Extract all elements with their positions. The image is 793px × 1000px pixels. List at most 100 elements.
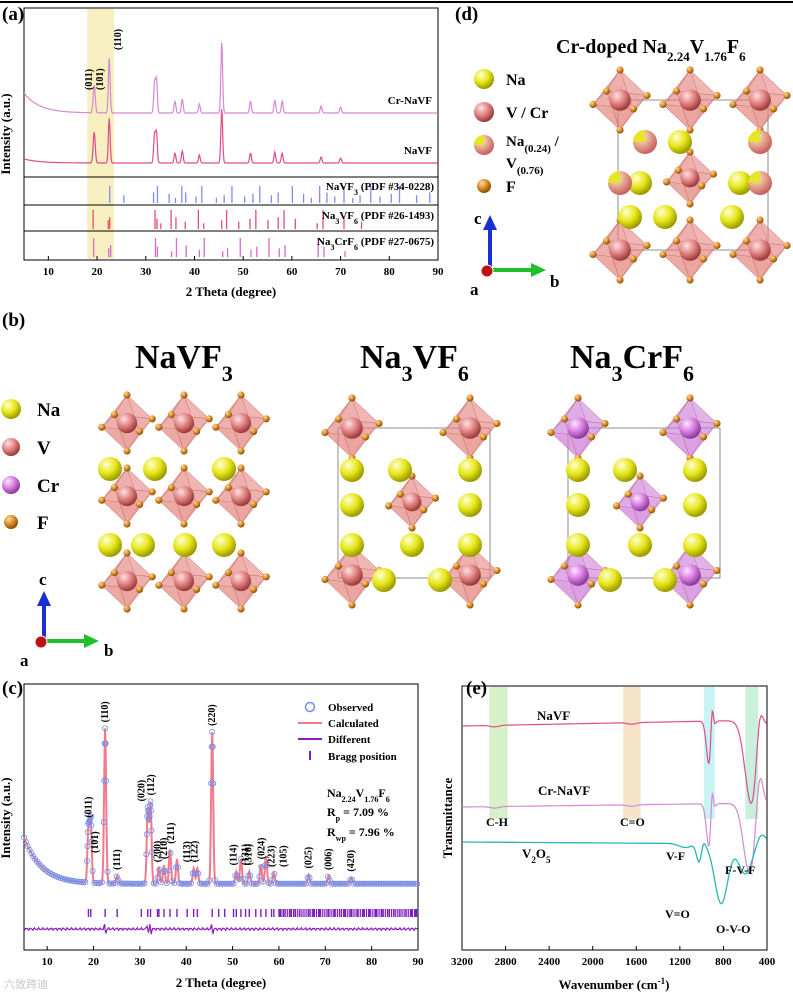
- refined-formula: Na2.24V1.76F6: [327, 786, 390, 804]
- f-atom: [629, 105, 638, 113]
- x-tick-label: 400: [759, 956, 776, 968]
- observed-point: [115, 877, 122, 884]
- f-atom: [123, 520, 131, 528]
- panel-c-x-ticks: 10 20 30 40 50 60 70 80 90: [42, 946, 424, 968]
- metal-atom: [173, 485, 195, 507]
- f-atom: [237, 391, 245, 399]
- f-atom: [250, 585, 258, 594]
- f-atom: [686, 200, 694, 208]
- f-atom: [466, 394, 474, 402]
- f-atom: [98, 581, 106, 589]
- observed-point: [37, 862, 44, 869]
- axis-a-dot: [480, 264, 494, 278]
- f-atom: [452, 415, 461, 423]
- series-difference: [23, 924, 418, 936]
- panel-b-label: (b): [2, 310, 25, 331]
- observed-point: [143, 851, 150, 858]
- observed-point: [28, 850, 35, 857]
- f-atom: [547, 575, 555, 584]
- observed-point: [147, 798, 154, 805]
- metal-atom: [341, 564, 363, 586]
- f-atom: [334, 415, 343, 423]
- f-atom: [713, 419, 721, 428]
- x-tick-label: 40: [181, 956, 193, 968]
- panel-e: (e) 3200 2800 2400 2000 1600 1200 800 400 Trans…: [440, 678, 776, 992]
- observed-point: [88, 838, 95, 845]
- panel-d-axes: c a b: [470, 209, 559, 299]
- metal-atom: [230, 485, 252, 507]
- legend-v-cr-atom: [474, 102, 494, 122]
- hkl-label: (024): [256, 838, 267, 860]
- observed-point: [184, 880, 191, 887]
- axis-b-a-dot: [34, 635, 48, 649]
- x-tick-label: 70: [320, 956, 332, 968]
- observed-point: [325, 873, 332, 880]
- axis-b-c-label: c: [39, 570, 47, 589]
- f-atom: [479, 580, 488, 588]
- hkl-label: (211): [166, 823, 177, 844]
- hkl-label: (101): [90, 831, 101, 853]
- f-atom: [155, 581, 163, 589]
- peak-label-110: (110): [113, 29, 124, 50]
- f-atom: [123, 549, 131, 557]
- observed-point: [80, 879, 87, 886]
- x-tick-label: 1600: [625, 956, 648, 968]
- observed-point: [269, 876, 276, 883]
- f-atom: [624, 490, 632, 498]
- f-atom: [180, 605, 188, 613]
- observed-point: [343, 880, 350, 887]
- f-atom: [616, 276, 624, 284]
- f-atom: [713, 241, 721, 250]
- f-atom: [783, 241, 791, 250]
- observed-point: [145, 807, 152, 814]
- na-atom: [668, 130, 692, 154]
- na-atom: [598, 568, 622, 592]
- observed-point: [141, 880, 148, 887]
- f-atom: [396, 490, 404, 498]
- series-ftir-v2o5: [462, 834, 768, 905]
- f-atom: [148, 488, 156, 496]
- f-atom: [699, 255, 708, 263]
- observed-point: [95, 880, 102, 887]
- panel-a-x-ticks: 10 20 30 40 50 60 70 80 90: [43, 256, 444, 278]
- f-atom: [672, 415, 681, 423]
- x-tick-label: 70: [335, 266, 347, 278]
- legend-na-text: Na: [506, 72, 526, 89]
- na-atom: [683, 458, 707, 482]
- hkl-label: (113): [182, 841, 193, 862]
- na-atom: [212, 533, 236, 557]
- observed-point: [237, 855, 244, 862]
- x-tick-label: 30: [140, 266, 152, 278]
- observed-point: [326, 877, 333, 884]
- f-atom: [493, 566, 501, 575]
- hkl-label: (114): [229, 844, 240, 865]
- f-atom: [648, 506, 656, 514]
- mixed-site-na-part: [748, 171, 760, 183]
- panel-a-x-axis-label: 2 Theta (degree): [186, 284, 277, 299]
- observed-point: [108, 880, 115, 887]
- f-atom: [193, 500, 201, 508]
- legend-v-cr-text: V / Cr: [506, 105, 548, 122]
- axis-b-b-arrowhead: [84, 634, 99, 648]
- observed-point: [260, 878, 267, 885]
- f-atom: [155, 496, 163, 504]
- f-atom: [110, 569, 118, 577]
- f-atom: [629, 255, 638, 263]
- legend-mixed-text-1: Na(0.24) /: [506, 134, 560, 155]
- f-atom: [321, 575, 329, 584]
- f-atom: [262, 573, 270, 581]
- observed-point: [191, 870, 198, 877]
- x-tick-label: 1200: [669, 956, 692, 968]
- observed-point: [271, 871, 278, 878]
- f-atom: [616, 126, 624, 134]
- unit-cell: [337, 427, 491, 579]
- hkl-label: (112): [146, 774, 157, 795]
- axis-a-label: a: [470, 280, 479, 299]
- metal-atom: [749, 89, 771, 111]
- f-atom: [212, 423, 220, 431]
- x-tick-label: 10: [42, 956, 54, 968]
- f-atom: [602, 237, 611, 245]
- observed-point: [82, 879, 89, 886]
- na-atom: [388, 458, 412, 482]
- observed-point: [209, 728, 216, 735]
